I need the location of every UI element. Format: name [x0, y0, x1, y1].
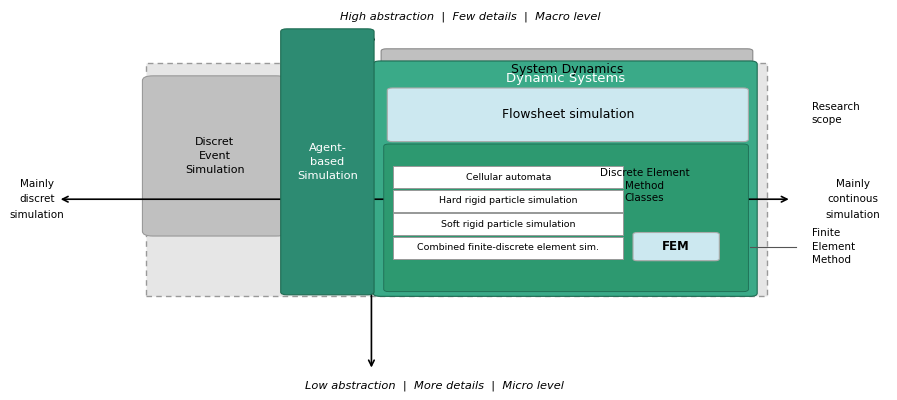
FancyBboxPatch shape [388, 88, 748, 142]
FancyBboxPatch shape [633, 232, 719, 261]
FancyBboxPatch shape [373, 61, 757, 296]
FancyBboxPatch shape [143, 76, 287, 236]
Text: Low abstraction  |  More details  |  Micro level: Low abstraction | More details | Micro l… [305, 381, 564, 391]
Text: Flowsheet simulation: Flowsheet simulation [501, 108, 634, 121]
Text: Research
scope: Research scope [812, 102, 859, 126]
Text: Agent-
based
Simulation: Agent- based Simulation [297, 143, 358, 181]
Text: System Dynamics: System Dynamics [510, 63, 623, 76]
Text: discret: discret [19, 194, 55, 204]
Text: Cellular automata: Cellular automata [466, 173, 551, 182]
Text: simulation: simulation [9, 210, 64, 220]
FancyBboxPatch shape [384, 144, 748, 292]
Text: continous: continous [828, 194, 879, 204]
FancyBboxPatch shape [394, 190, 623, 212]
Text: FEM: FEM [662, 240, 690, 253]
FancyBboxPatch shape [394, 166, 623, 188]
Text: Discrete Element
Method
Classes: Discrete Element Method Classes [600, 168, 689, 204]
Text: Hard rigid particle simulation: Hard rigid particle simulation [440, 196, 578, 205]
Text: simulation: simulation [826, 210, 881, 220]
Text: Mainly: Mainly [836, 178, 870, 188]
Text: High abstraction  |  Few details  |  Macro level: High abstraction | Few details | Macro l… [340, 12, 600, 22]
Text: Soft rigid particle simulation: Soft rigid particle simulation [441, 220, 576, 229]
FancyBboxPatch shape [381, 49, 753, 91]
FancyBboxPatch shape [281, 29, 374, 295]
FancyBboxPatch shape [394, 213, 623, 235]
Text: Combined finite-discrete element sim.: Combined finite-discrete element sim. [417, 243, 599, 252]
Text: Mainly: Mainly [20, 178, 54, 188]
FancyBboxPatch shape [146, 63, 767, 296]
Text: Discret
Event
Simulation: Discret Event Simulation [185, 137, 245, 175]
FancyBboxPatch shape [394, 237, 623, 259]
Text: Finite
Element
Method: Finite Element Method [812, 228, 855, 265]
Text: Dynamic Systems: Dynamic Systems [506, 72, 625, 85]
